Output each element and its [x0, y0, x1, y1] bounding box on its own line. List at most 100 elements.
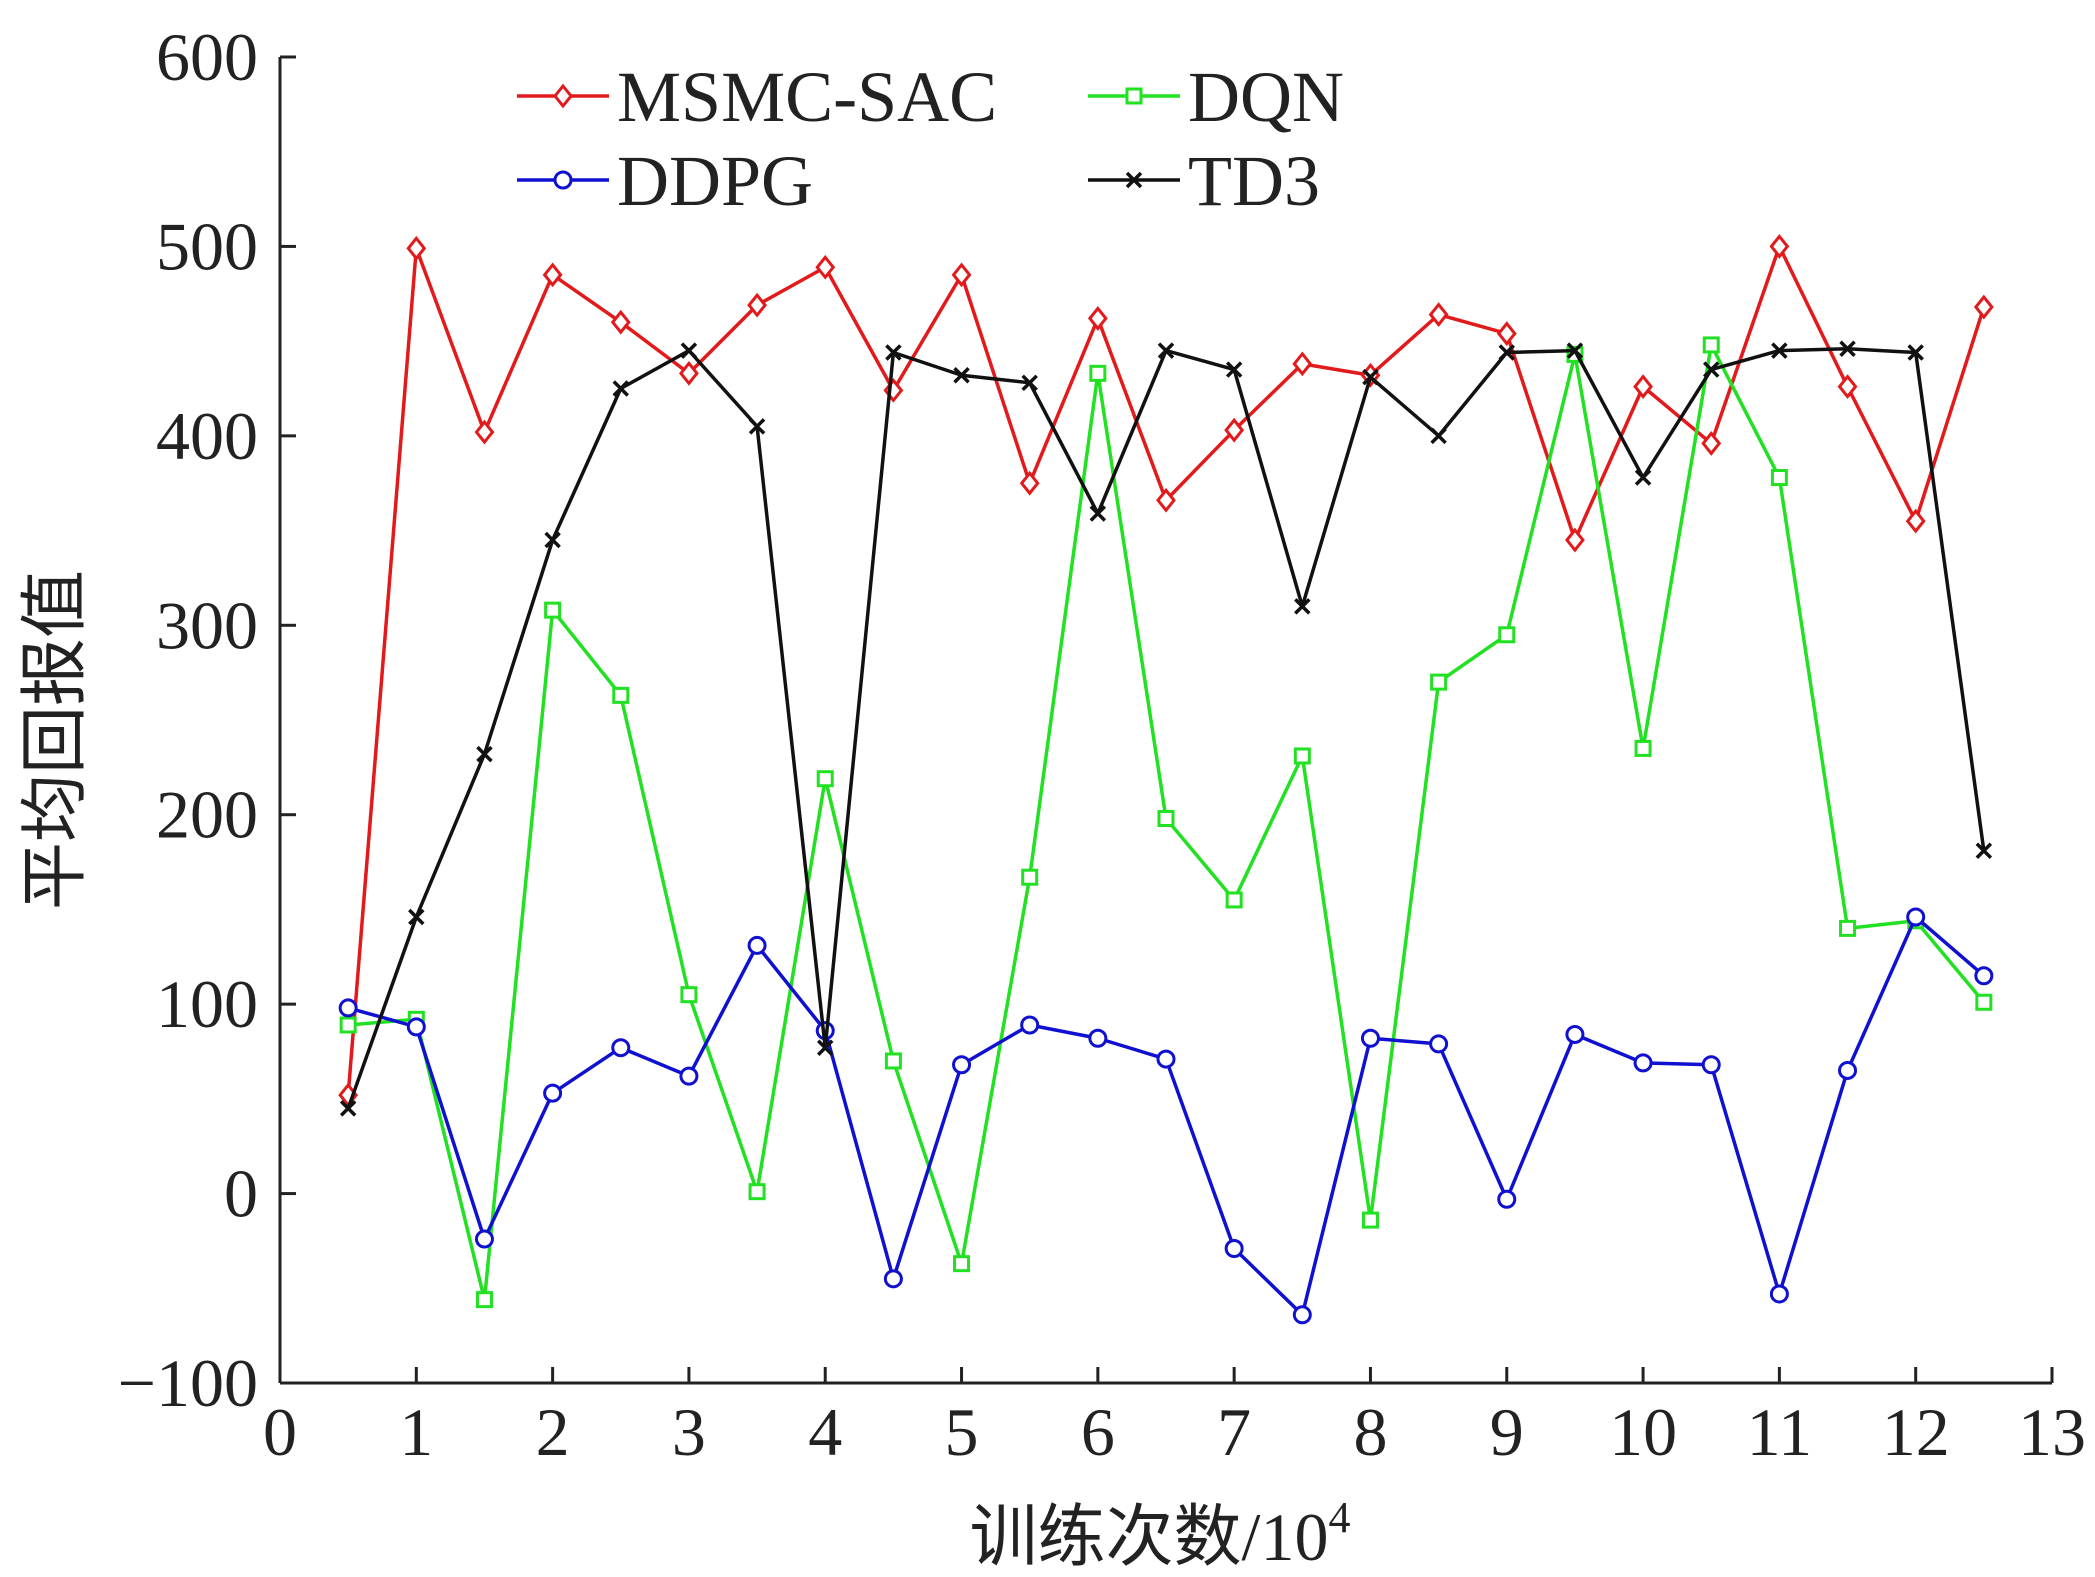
data-point-msmc-sac	[1837, 374, 1858, 400]
x-tick-label: 6	[1081, 1394, 1115, 1470]
data-point-msmc-sac	[1156, 487, 1176, 513]
data-point-dqn	[1702, 336, 1720, 354]
data-point-ddpg	[1292, 1305, 1312, 1325]
data-point-ddpg	[543, 1083, 563, 1103]
series-line-ddpg	[347, 915, 1985, 1317]
data-point-td3	[885, 344, 902, 361]
data-point-td3	[544, 531, 561, 549]
data-point-msmc-sac	[747, 292, 767, 318]
data-point-msmc-sac	[1565, 527, 1585, 553]
x-tick-label: 8	[1353, 1394, 1387, 1470]
x-tick-label: 9	[1490, 1394, 1524, 1470]
x-tick-label: 4	[808, 1394, 842, 1470]
data-point-ddpg	[1497, 1189, 1517, 1209]
data-point-td3	[1702, 361, 1720, 378]
legend-item-msmc-sac: MSMC-SAC	[517, 57, 997, 137]
data-point-td3	[816, 1039, 834, 1056]
y-tick-label: −100	[118, 1345, 258, 1421]
data-point-ddpg	[1565, 1024, 1585, 1044]
data-point-msmc-sac	[542, 262, 563, 288]
legend-label-ddpg: DDPG	[617, 141, 813, 221]
data-point-msmc-sac	[1224, 417, 1245, 443]
data-point-msmc-sac	[1428, 302, 1449, 328]
data-point-dqn	[339, 1016, 357, 1034]
legend-item-dqn: DQN	[1088, 57, 1344, 137]
data-point-msmc-sac	[610, 309, 631, 335]
data-point-ddpg	[747, 935, 767, 955]
data-point-dqn	[953, 1255, 971, 1273]
series-line-msmc-sac	[346, 244, 1986, 1096]
data-point-td3	[1089, 505, 1107, 522]
data-point-ddpg	[338, 998, 358, 1018]
legend-marker-dqn	[1125, 87, 1143, 105]
data-point-td3	[612, 380, 630, 397]
axes: 0 1 2 3 4 5 6 7 8 9 10 11 12 13−100010020030040050060…	[118, 19, 2086, 1470]
data-point-msmc-sac	[406, 235, 427, 261]
series-line-td3	[346, 346, 1986, 1109]
legend-marker-msmc-sac	[553, 83, 573, 109]
data-point-ddpg	[474, 1229, 494, 1249]
series-layer	[338, 234, 1994, 1325]
data-point-dqn	[1498, 626, 1516, 644]
series-td3	[339, 340, 1993, 1117]
data-point-ddpg	[1633, 1053, 1653, 1073]
data-point-td3	[1975, 842, 1993, 859]
data-point-td3	[1498, 344, 1516, 361]
data-point-td3	[1839, 340, 1856, 357]
data-point-td3	[1566, 342, 1584, 359]
data-point-dqn	[1225, 891, 1243, 909]
series-ddpg	[338, 907, 1994, 1325]
data-point-td3	[1634, 469, 1652, 486]
data-point-dqn	[1021, 868, 1039, 886]
x-tick-label: 2	[536, 1394, 570, 1470]
data-point-ddpg	[1769, 1284, 1789, 1304]
x-axis-title: 训练次数/104	[970, 1493, 1351, 1575]
data-point-msmc-sac	[815, 254, 836, 280]
x-tick-label: 3	[672, 1394, 706, 1470]
data-point-ddpg	[611, 1038, 631, 1058]
data-point-td3	[1771, 342, 1788, 359]
data-point-msmc-sac	[1905, 508, 1926, 534]
y-tick-label: 400	[156, 398, 258, 474]
data-point-msmc-sac	[1769, 234, 1790, 259]
x-tick-label: 13	[2018, 1394, 2086, 1470]
x-tick-label: 7	[1217, 1394, 1251, 1470]
data-point-td3	[748, 418, 766, 435]
data-point-dqn	[1430, 673, 1448, 691]
data-point-ddpg	[1701, 1055, 1721, 1075]
data-point-td3	[476, 745, 493, 763]
data-point-td3	[680, 342, 698, 359]
data-point-dqn	[1293, 747, 1311, 765]
legend-marker-td3	[1125, 171, 1143, 189]
legend-item-td3: TD3	[1088, 141, 1320, 221]
legend-item-ddpg: DDPG	[517, 141, 813, 221]
y-tick-label: 500	[156, 208, 258, 284]
data-point-dqn	[1157, 810, 1175, 828]
data-point-dqn	[748, 1183, 766, 1201]
data-point-ddpg	[1906, 907, 1926, 927]
data-point-dqn	[612, 686, 630, 704]
data-point-dqn	[475, 1291, 493, 1309]
x-tick-label: 11	[1747, 1394, 1812, 1470]
data-point-dqn	[1089, 364, 1107, 382]
series-msmc-sac	[338, 234, 1994, 1108]
data-point-dqn	[884, 1052, 902, 1070]
data-point-ddpg	[1224, 1239, 1244, 1259]
data-point-dqn	[1975, 993, 1993, 1011]
x-tick-label: 0	[263, 1394, 297, 1470]
data-point-dqn	[544, 601, 562, 619]
data-point-ddpg	[883, 1269, 903, 1289]
data-point-dqn	[680, 986, 698, 1004]
y-tick-label: 200	[156, 777, 258, 853]
data-point-dqn	[1634, 739, 1652, 757]
data-point-msmc-sac	[679, 360, 699, 386]
data-point-ddpg	[679, 1066, 699, 1086]
data-point-ddpg	[1020, 1015, 1040, 1035]
legend: MSMC-SAC DQN DDPG TD3	[517, 57, 1344, 221]
data-point-ddpg	[1429, 1034, 1449, 1054]
data-point-msmc-sac	[1973, 294, 1994, 320]
data-point-ddpg	[1360, 1028, 1380, 1048]
data-point-dqn	[816, 770, 834, 788]
data-point-ddpg	[1838, 1060, 1858, 1080]
